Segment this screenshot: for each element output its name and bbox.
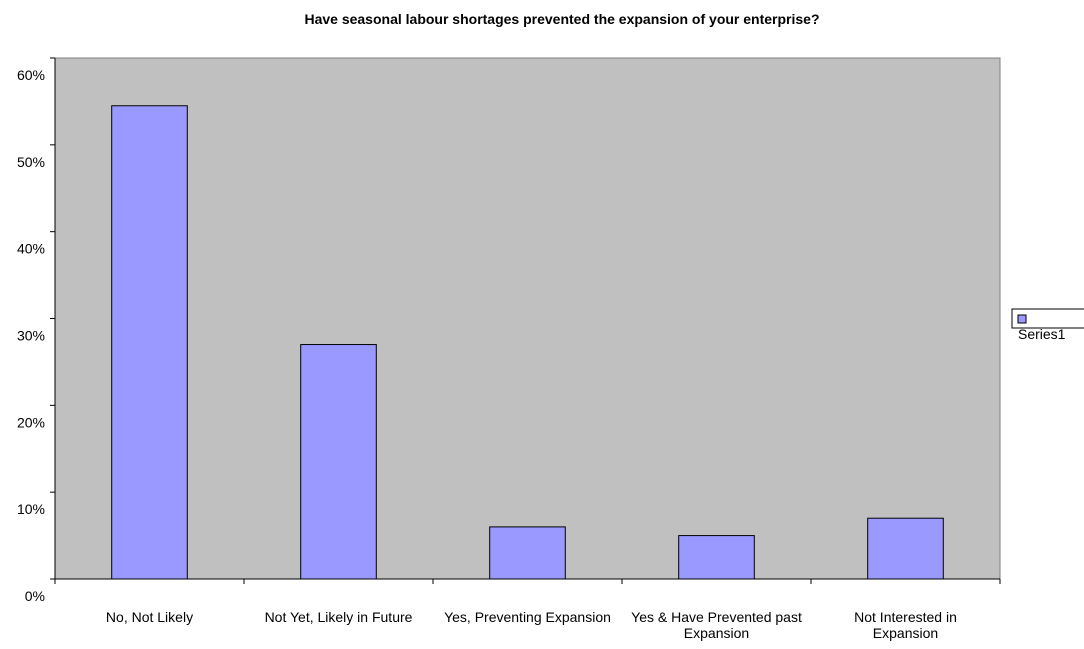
y-tick-label: 20% [17,414,45,430]
bar [300,344,377,580]
x-tick-label-line: Expansion [684,625,749,641]
bar [678,535,755,580]
legend-box [1011,308,1084,329]
bar [489,526,566,580]
y-tick-label: 10% [17,501,45,517]
bar [111,105,188,580]
x-tick-label-line: No, Not Likely [106,609,193,625]
y-tick-label: 40% [17,241,45,257]
x-tick-label-line: Not Interested in [854,609,957,625]
x-tick-label-line: Yes, Preventing Expansion [444,609,611,625]
y-tick-label: 30% [17,328,45,344]
chart-title: Have seasonal labour shortages prevented… [304,11,819,27]
y-tick-label: 60% [17,67,45,83]
y-tick-label: 0% [25,588,45,604]
x-tick-label-line: Yes & Have Prevented past [631,609,802,625]
legend-label: Series1 [1018,326,1066,342]
x-tick-label: Yes, Preventing Expansion [444,609,611,625]
x-tick-label-line: Expansion [873,625,938,641]
x-tick-label: No, Not Likely [106,609,193,625]
x-tick-label: Not Interested in Expansion [854,609,957,641]
x-tick-label: Not Yet, Likely in Future [265,609,413,625]
x-tick-label: Yes & Have Prevented past Expansion [631,609,802,641]
legend-swatch [1017,314,1027,324]
plot-area [54,57,1001,580]
y-tick-label: 50% [17,154,45,170]
bar [867,517,944,580]
x-tick-label-line: Not Yet, Likely in Future [265,609,413,625]
